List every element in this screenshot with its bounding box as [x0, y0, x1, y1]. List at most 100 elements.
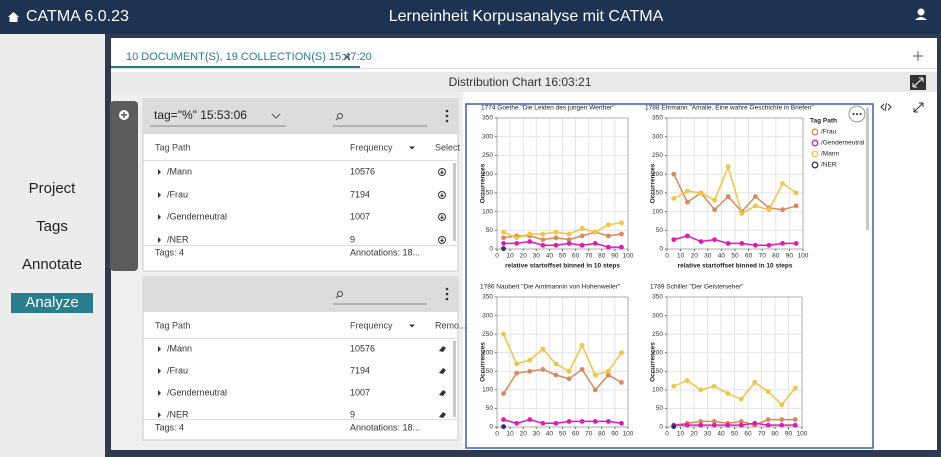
search-icon[interactable] [335, 291, 343, 299]
data-point [605, 368, 611, 374]
select-icon[interactable] [440, 193, 444, 198]
charts: 1774 Goethe "Die Leiden des jungen Werth… [480, 105, 815, 438]
y-tick-label: 200 [652, 349, 663, 356]
user-icon[interactable] [915, 8, 927, 21]
data-point [739, 211, 745, 216]
data-point [698, 387, 704, 393]
y-tick-label: 300 [482, 133, 493, 140]
remove-icon[interactable] [439, 412, 446, 418]
select-icon[interactable] [440, 215, 444, 220]
dropdown-arrow[interactable] [271, 113, 281, 119]
nav-item[interactable]: Annotate [22, 256, 82, 273]
y-tick-label: 250 [652, 331, 663, 338]
tab-close[interactable] [343, 53, 351, 61]
data-point [738, 396, 744, 402]
data-point [553, 235, 559, 241]
x-tick-label: 50 [559, 253, 567, 260]
add-query[interactable] [119, 110, 129, 120]
data-point [711, 383, 717, 389]
tab-add[interactable] [913, 51, 923, 61]
nav-item[interactable]: Tags [36, 218, 68, 235]
y-axis-label: Occurrences [480, 163, 487, 203]
expand-arrow[interactable] [158, 346, 161, 352]
y-tick-label: 250 [482, 152, 493, 159]
select-icon[interactable] [440, 170, 444, 175]
y-tick-label: 50 [656, 227, 664, 234]
column-header[interactable]: Frequency [350, 320, 393, 330]
select-icon[interactable] [440, 238, 444, 243]
data-point [765, 422, 771, 428]
y-tick-label: 350 [482, 294, 493, 301]
legend-label[interactable]: /Frau [821, 129, 837, 136]
select-icon[interactable] [438, 213, 446, 221]
legend-marker[interactable] [811, 139, 819, 147]
column-header[interactable]: Select [435, 142, 461, 152]
data-point [725, 422, 731, 428]
tag-path: /Frau [167, 189, 188, 199]
expand-arrow[interactable] [158, 237, 161, 243]
expand-arrow[interactable] [158, 412, 161, 418]
column-header[interactable]: Remo... [435, 320, 467, 330]
sort-arrow [409, 146, 415, 150]
home-icon[interactable] [8, 12, 19, 22]
table-rows: /Mann 10576/Frau 7194/Genderneutral 1007/NE… [158, 343, 446, 419]
series-line [673, 235, 797, 247]
x-tick-label: 0 [495, 253, 499, 260]
expand-arrow[interactable] [158, 192, 161, 198]
nav-item[interactable]: Project [29, 180, 77, 197]
remove-icon[interactable] [439, 368, 446, 374]
data-point [501, 229, 506, 235]
top-bar [0, 0, 941, 34]
chart-menu[interactable] [848, 105, 866, 123]
menu-icon[interactable] [445, 109, 449, 123]
tag-path: /Genderneutral [167, 387, 227, 397]
code-icon[interactable] [880, 102, 892, 112]
remove-icon[interactable] [439, 346, 446, 352]
x-tick-label: 100 [797, 431, 808, 438]
legend-marker[interactable] [811, 150, 819, 158]
legend-marker[interactable] [811, 161, 819, 169]
expand-arrow[interactable] [158, 169, 161, 175]
data-point [579, 342, 585, 348]
legend-label[interactable]: /NER [821, 162, 837, 169]
tag-path: /Genderneutral [167, 211, 227, 221]
data-point [605, 419, 611, 424]
y-tick-label: 100 [652, 208, 663, 215]
x-tick-label: 90 [611, 431, 619, 438]
minimize-icon[interactable] [910, 75, 926, 90]
expand-arrow[interactable] [158, 214, 161, 220]
legend-label[interactable]: /Genderneutral [821, 140, 865, 147]
app-name[interactable]: CATMA 6.0.23 [26, 8, 129, 25]
y-tick-label: 0 [489, 424, 493, 431]
x-tick-label: 70 [759, 253, 767, 260]
data-point [698, 239, 704, 244]
data-point [711, 422, 717, 428]
data-point [579, 226, 585, 231]
data-point [685, 233, 690, 239]
select-icon[interactable] [438, 191, 446, 199]
y-tick-label: 200 [482, 349, 493, 356]
query-select[interactable]: tag="%" 15:53:06 [154, 108, 247, 122]
expand-arrow[interactable] [158, 368, 161, 374]
x-tick-label: 40 [546, 431, 554, 438]
series-line [503, 418, 622, 425]
menu-icon[interactable] [445, 287, 449, 301]
nav-item[interactable]: Analyze [25, 294, 78, 311]
data-point [684, 378, 690, 383]
expand-icon[interactable] [913, 102, 924, 113]
expand-arrow[interactable] [158, 390, 161, 396]
y-tick-label: 50 [656, 405, 664, 412]
remove-icon[interactable] [439, 390, 446, 396]
tab-label[interactable]: 10 DOCUMENT(S), 19 COLLECTION(S) 15:47:2… [126, 51, 372, 63]
legend-marker[interactable] [811, 128, 819, 136]
x-tick-label: 0 [665, 431, 669, 438]
search-icon[interactable] [335, 113, 343, 121]
column-header[interactable]: Tag Path [155, 320, 191, 330]
data-point [671, 171, 677, 177]
legend-label[interactable]: /Mann [821, 151, 839, 158]
column-header[interactable]: Tag Path [155, 142, 191, 152]
select-icon[interactable] [438, 236, 446, 244]
column-header[interactable]: Frequency [350, 142, 393, 152]
select-icon[interactable] [438, 168, 446, 176]
data-point [765, 417, 771, 422]
